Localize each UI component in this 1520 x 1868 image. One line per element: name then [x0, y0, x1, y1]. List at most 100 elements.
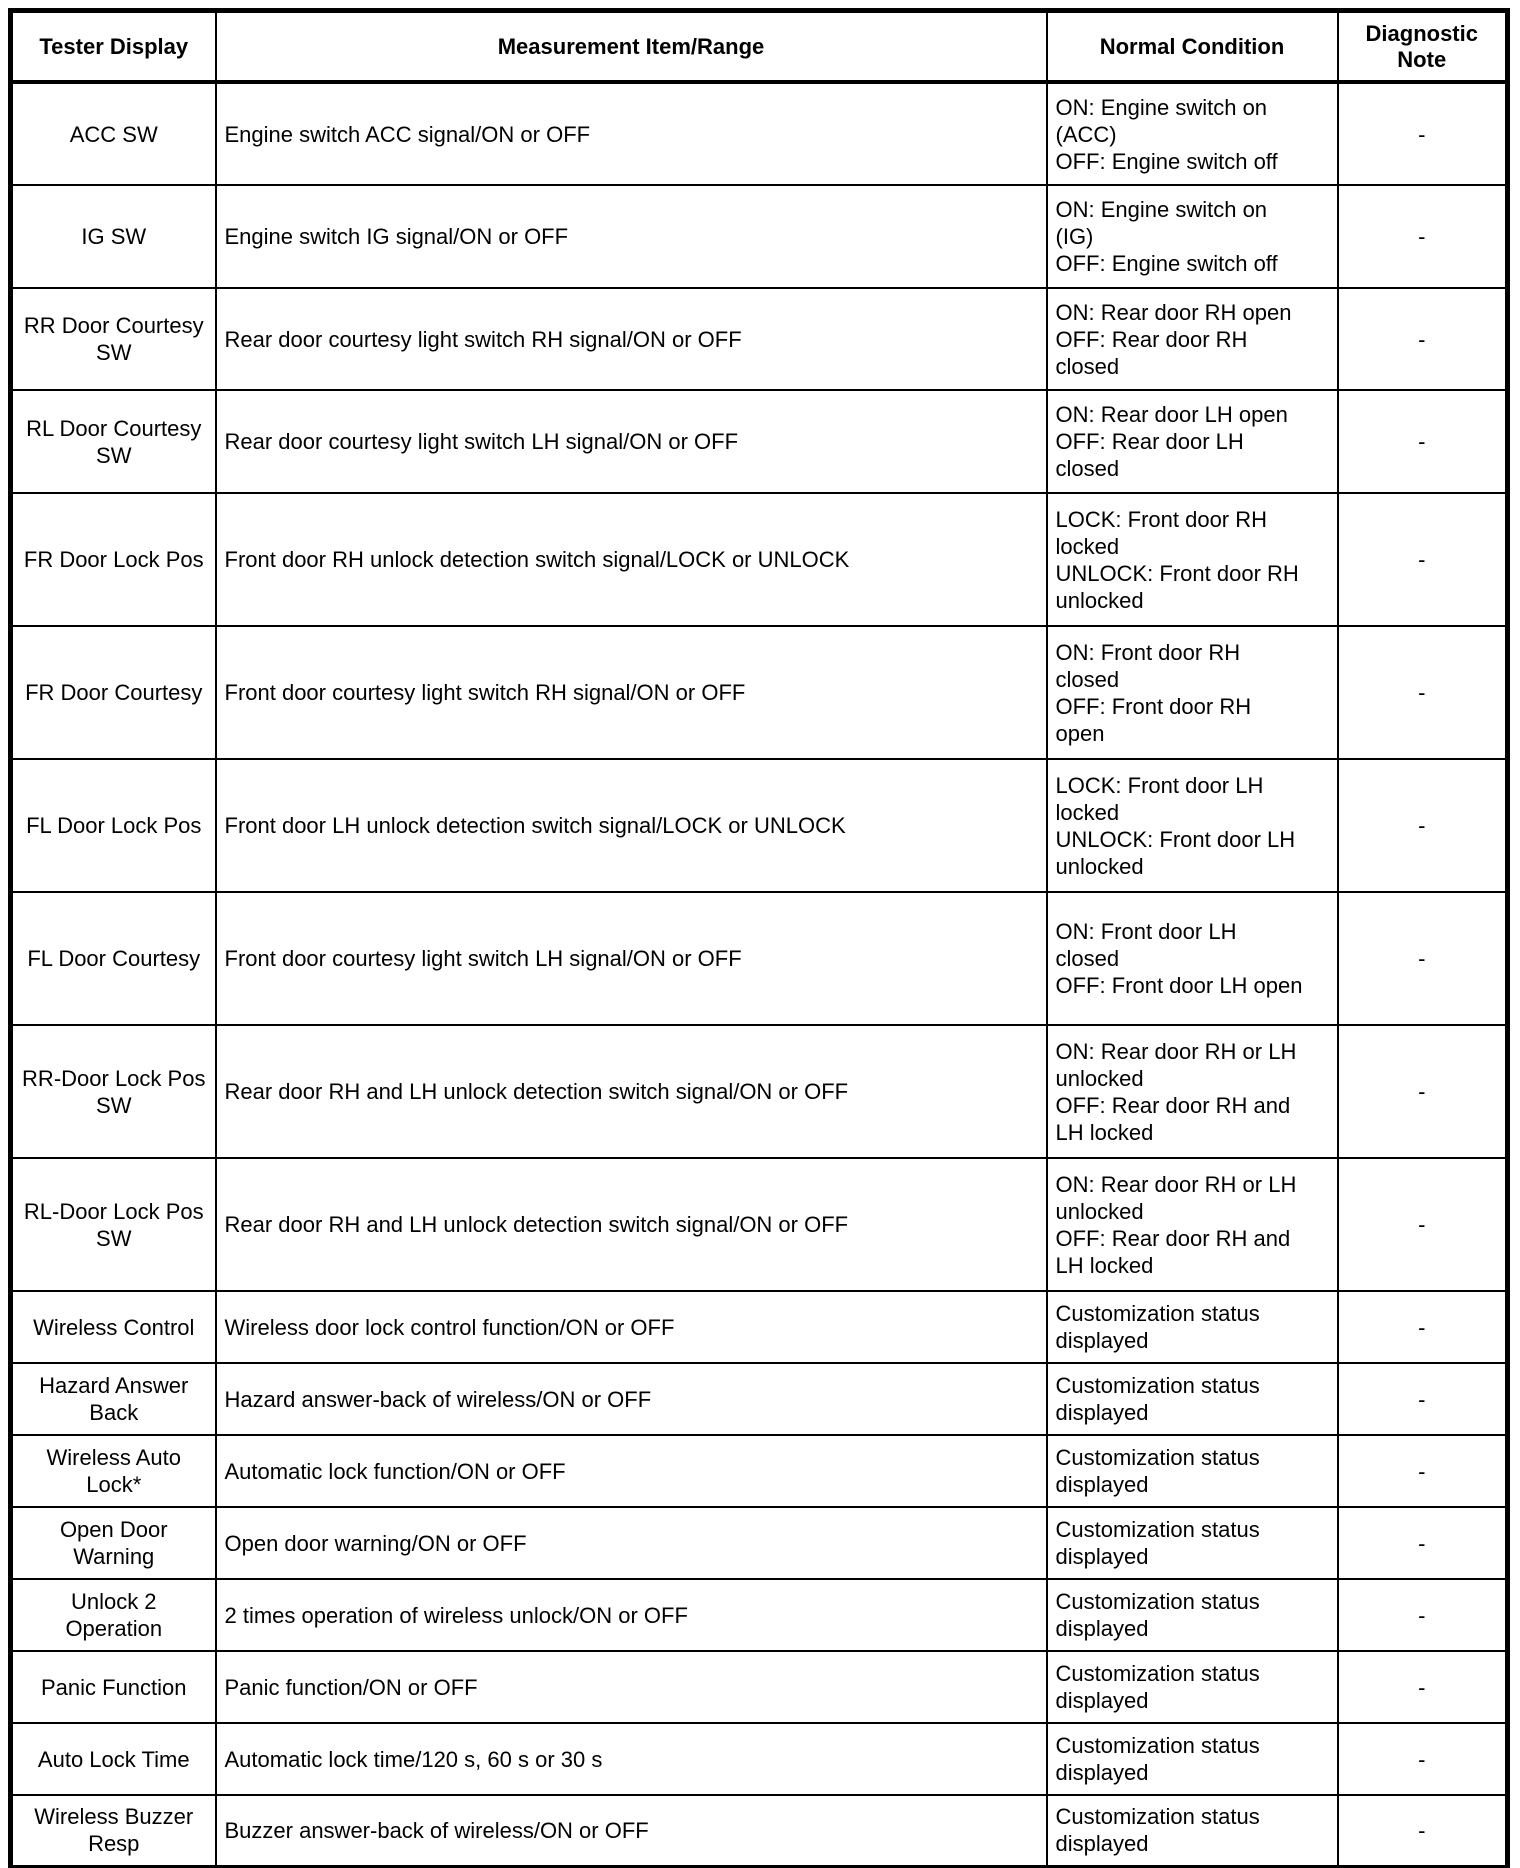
- diagnostic-note-cell: -: [1336, 184, 1509, 289]
- tester-display-cell: Wireless Control: [9, 1290, 217, 1364]
- tester-display-cell: FL Door Courtesy: [9, 891, 217, 1026]
- table-row: FR Door Courtesy Front door courtesy ligh…: [9, 625, 1509, 760]
- condition-segment: ON: Front door RH closed: [1055, 639, 1241, 692]
- table-row: FR Door Lock Pos Front door RH unlock det…: [9, 492, 1509, 627]
- tester-display-cell: FR Door Lock Pos: [9, 492, 217, 627]
- condition-segment: OFF: Rear door RH and LH locked: [1055, 1225, 1291, 1278]
- measurement-item-cell: Front door courtesy light switch LH sign…: [214, 891, 1048, 1026]
- measurement-item-cell: Panic function/ON or OFF: [214, 1650, 1048, 1724]
- tester-display-cell: Auto Lock Time: [9, 1722, 217, 1796]
- table-row: Wireless Buzzer Resp Buzzer answer-back o…: [9, 1794, 1509, 1868]
- condition-segment: Customization status displayed: [1055, 1661, 1260, 1713]
- diagnostic-note-cell: -: [1336, 492, 1509, 627]
- condition-segment: OFF: Front door LH open: [1055, 973, 1303, 998]
- normal-condition-cell: LOCK: Front door LH locked UNLOCK: Front …: [1045, 758, 1339, 893]
- table-row: RR Door Courtesy SW Rear door courtesy li…: [9, 287, 1509, 391]
- table-row: FL Door Lock Pos Front door LH unlock det…: [9, 758, 1509, 893]
- normal-condition-cell: ON: Front door LH closed OFF: Front door …: [1045, 891, 1339, 1026]
- measurement-item-cell: Open door warning/ON or OFF: [214, 1506, 1048, 1580]
- condition-segment: Customization status displayed: [1055, 1733, 1260, 1785]
- condition-segment: OFF: Engine switch off: [1055, 148, 1278, 174]
- measurement-item-cell: Automatic lock time/120 s, 60 s or 30 s: [214, 1722, 1048, 1796]
- condition-segment: ON: Rear door RH open: [1055, 299, 1292, 325]
- tester-display-cell: Hazard Answer Back: [9, 1362, 217, 1436]
- table-body: ACC SW Engine switch ACC signal/ON or OFF…: [9, 81, 1509, 1868]
- measurement-item-cell: 2 times operation of wireless unlock/ON …: [214, 1578, 1048, 1652]
- normal-condition-cell: ON: Rear door LH open OFF: Rear door LH c…: [1045, 389, 1339, 494]
- normal-condition-cell: Customization status displayed: [1045, 1578, 1339, 1652]
- tester-display-cell: IG SW: [9, 184, 217, 289]
- diagnostic-note-cell: -: [1336, 1650, 1509, 1724]
- tester-display-cell: Unlock 2 Operation: [9, 1578, 217, 1652]
- condition-segment: ON: Rear door RH or LH unlocked: [1055, 1171, 1297, 1224]
- measurement-item-cell: Engine switch IG signal/ON or OFF: [214, 184, 1048, 289]
- diagnostic-note-cell: -: [1336, 287, 1509, 391]
- condition-segment: Customization status displayed: [1055, 1301, 1260, 1353]
- condition-segment: UNLOCK: Front door RH unlocked: [1055, 560, 1299, 613]
- diagnostic-note-cell: -: [1336, 1434, 1509, 1508]
- tester-display-cell: RR Door Courtesy SW: [9, 287, 217, 391]
- normal-condition-cell: Customization status displayed: [1045, 1794, 1339, 1868]
- condition-segment: Customization status displayed: [1055, 1445, 1260, 1497]
- normal-condition-cell: ON: Rear door RH or LH unlocked OFF: Rear…: [1045, 1024, 1339, 1159]
- normal-condition-cell: LOCK: Front door RH locked UNLOCK: Front …: [1045, 492, 1339, 627]
- tester-display-cell: FL Door Lock Pos: [9, 758, 217, 893]
- table-row: FL Door Courtesy Front door courtesy ligh…: [9, 891, 1509, 1026]
- normal-condition-cell: ON: Engine switch on (ACC) OFF: Engine sw…: [1045, 81, 1339, 186]
- tester-display-cell: Panic Function: [9, 1650, 217, 1724]
- tester-display-cell: ACC SW: [9, 81, 217, 186]
- diagnostic-note-cell: -: [1336, 1794, 1509, 1868]
- measurement-item-cell: Buzzer answer-back of wireless/ON or OFF: [214, 1794, 1048, 1868]
- measurement-item-cell: Wireless door lock control function/ON o…: [214, 1290, 1048, 1364]
- condition-segment: UNLOCK: Front door LH unlocked: [1055, 826, 1296, 879]
- diagnostic-note-cell: -: [1336, 1506, 1509, 1580]
- condition-segment: ON: Engine switch on (IG): [1055, 197, 1268, 249]
- table-row: Open Door Warning Open door warning/ON or…: [9, 1506, 1509, 1580]
- condition-segment: LOCK: Front door LH locked: [1055, 772, 1264, 825]
- header-row: Tester Display Measurement Item/Range No…: [9, 9, 1509, 84]
- condition-segment: ON: Engine switch on (ACC): [1055, 94, 1268, 147]
- diagnostic-note-cell: -: [1336, 758, 1509, 893]
- table-row: Panic Function Panic function/ON or OFF Cu…: [9, 1650, 1509, 1724]
- normal-condition-cell: Customization status displayed: [1045, 1722, 1339, 1796]
- normal-condition-cell: Customization status displayed: [1045, 1362, 1339, 1436]
- normal-condition-cell: ON: Engine switch on (IG) OFF: Engine swi…: [1045, 184, 1339, 289]
- table-row: RL Door Courtesy SW Rear door courtesy li…: [9, 389, 1509, 494]
- normal-condition-cell: Customization status displayed: [1045, 1434, 1339, 1508]
- diagnostic-note-cell: -: [1336, 1362, 1509, 1436]
- tester-display-cell: Wireless Buzzer Resp: [9, 1794, 217, 1868]
- measurement-item-cell: Rear door RH and LH unlock detection swi…: [214, 1024, 1048, 1159]
- tester-display-cell: Open Door Warning: [9, 1506, 217, 1580]
- condition-segment: OFF: Rear door LH closed: [1055, 429, 1244, 481]
- measurement-item-cell: Hazard answer-back of wireless/ON or OFF: [214, 1362, 1048, 1436]
- measurement-item-cell: Engine switch ACC signal/ON or OFF: [214, 81, 1048, 186]
- normal-condition-cell: ON: Rear door RH or LH unlocked OFF: Rear…: [1045, 1157, 1339, 1292]
- header-diagnostic-note: Diagnostic Note: [1336, 9, 1509, 84]
- tester-display-cell: RR-Door Lock Pos SW: [9, 1024, 217, 1159]
- header-measurement-item-range: Measurement Item/Range: [214, 9, 1048, 84]
- condition-segment: OFF: Engine switch off: [1055, 251, 1278, 276]
- table-header: Tester Display Measurement Item/Range No…: [9, 9, 1509, 84]
- table-row: ACC SW Engine switch ACC signal/ON or OFF…: [9, 81, 1509, 186]
- condition-segment: Customization status displayed: [1055, 1589, 1260, 1641]
- condition-segment: ON: Front door LH closed: [1055, 919, 1237, 971]
- diagnostic-note-cell: -: [1336, 625, 1509, 760]
- normal-condition-cell: ON: Front door RH closed OFF: Front door …: [1045, 625, 1339, 760]
- measurement-item-cell: Automatic lock function/ON or OFF: [214, 1434, 1048, 1508]
- diagnostic-note-cell: -: [1336, 1157, 1509, 1292]
- tester-display-cell: RL-Door Lock Pos SW: [9, 1157, 217, 1292]
- condition-segment: ON: Rear door RH or LH unlocked: [1055, 1038, 1297, 1091]
- diagnostic-note-cell: -: [1336, 1578, 1509, 1652]
- condition-segment: Customization status displayed: [1055, 1373, 1260, 1425]
- normal-condition-cell: ON: Rear door RH open OFF: Rear door RH c…: [1045, 287, 1339, 391]
- measurement-item-cell: Front door courtesy light switch RH sign…: [214, 625, 1048, 760]
- table-row: RR-Door Lock Pos SW Rear door RH and LH u…: [9, 1024, 1509, 1159]
- table-row: Wireless Auto Lock* Automatic lock functi…: [9, 1434, 1509, 1508]
- table-row: Hazard Answer Back Hazard answer-back of …: [9, 1362, 1509, 1436]
- data-list-table: Tester Display Measurement Item/Range No…: [8, 8, 1510, 1868]
- tester-display-cell: FR Door Courtesy: [9, 625, 217, 760]
- condition-segment: OFF: Rear door RH and LH locked: [1055, 1092, 1291, 1145]
- tester-display-cell: RL Door Courtesy SW: [9, 389, 217, 494]
- diagnostic-note-cell: -: [1336, 1024, 1509, 1159]
